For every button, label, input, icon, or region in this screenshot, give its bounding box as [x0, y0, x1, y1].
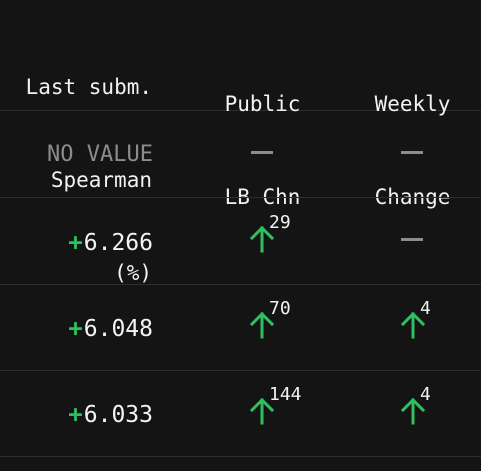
arrow-up-icon: [249, 397, 275, 425]
weekly-change-cell: 4: [395, 284, 455, 370]
spearman-cell: NO VALUE: [0, 111, 153, 197]
public-lb-change-cell: 70: [240, 284, 320, 370]
table-header: Last subm. Spearman (%) Public LB Chn We…: [0, 0, 481, 285]
no-value-label: NO VALUE: [47, 142, 153, 167]
weekly-change-value: 4: [420, 384, 431, 405]
rank-change-value: 29: [269, 212, 291, 233]
score-value: +6.266: [68, 228, 153, 256]
dash-icon: [251, 151, 273, 154]
leaderboard-table: Last subm. Spearman (%) Public LB Chn We…: [0, 0, 481, 471]
public-lb-change-cell: 29: [240, 198, 320, 284]
spearman-cell: +6.048: [0, 284, 153, 370]
rank-change-value: 144: [269, 384, 302, 405]
table-row[interactable]: +6.048 70 4: [0, 284, 481, 371]
arrow-up-icon: [400, 397, 426, 425]
table-row[interactable]: +6.033 144 4: [0, 370, 481, 457]
plus-icon: +: [68, 228, 83, 256]
plus-icon: +: [68, 314, 83, 342]
weekly-change-cell: 4: [395, 370, 455, 456]
rank-change-value: 70: [269, 298, 291, 319]
weekly-change-value: 4: [420, 298, 431, 319]
arrow-up-icon: [249, 225, 275, 253]
spearman-cell: +6.033: [0, 370, 153, 456]
weekly-change-cell: [395, 111, 455, 197]
table-row[interactable]: +6.266 29: [0, 198, 481, 285]
score-value: +6.048: [68, 314, 153, 342]
score-value: +6.033: [68, 400, 153, 428]
spearman-cell: +6.266: [0, 198, 153, 284]
arrow-up-icon: [249, 311, 275, 339]
public-lb-change-cell: 144: [240, 370, 320, 456]
public-lb-change-cell: [240, 111, 320, 197]
weekly-change-cell: [395, 198, 455, 284]
dash-icon: [401, 238, 423, 241]
dash-icon: [401, 151, 423, 154]
plus-icon: +: [68, 400, 83, 428]
arrow-up-icon: [400, 311, 426, 339]
table-row[interactable]: NO VALUE: [0, 111, 481, 198]
column-header-spearman[interactable]: Last subm. Spearman (%): [25, 75, 152, 285]
